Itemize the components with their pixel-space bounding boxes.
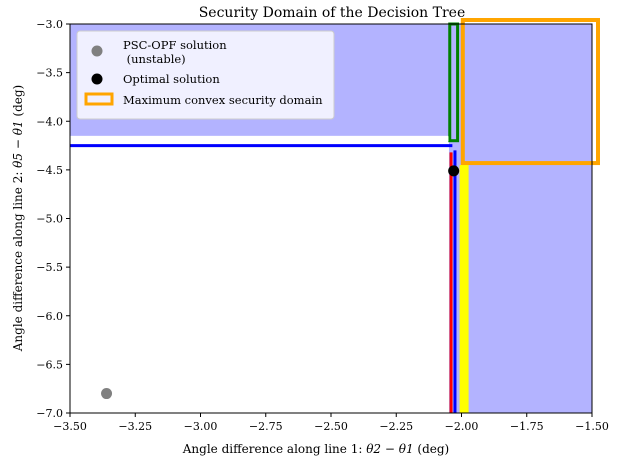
y-tick-label: −7.0 — [36, 407, 63, 420]
y-axis-label: Angle difference along line 2: θ5 − θ1 (… — [11, 85, 25, 353]
x-tick-label: −3.00 — [184, 420, 218, 433]
point-0 — [101, 388, 113, 400]
point-1 — [448, 165, 460, 177]
legend-label-psc-opf-line1: PSC-OPF solution — [123, 38, 227, 52]
legend-label-convex-domain: Maximum convex security domain — [123, 93, 323, 107]
chart-title: Security Domain of the Decision Tree — [199, 5, 466, 21]
y-axis-label-prefix: Angle difference along line 2: — [11, 168, 25, 352]
y-tick-label: −6.0 — [36, 310, 63, 323]
secure-region-1 — [448, 24, 592, 413]
y-tick-label: −3.0 — [36, 18, 63, 31]
x-tick-label: −2.75 — [249, 420, 283, 433]
legend: PSC-OPF solution (unstable) Optimal solu… — [76, 30, 335, 120]
x-tick-label: −1.50 — [575, 420, 609, 433]
legend-marker-convex-domain — [84, 92, 114, 106]
x-tick-label: −2.50 — [314, 420, 348, 433]
legend-label-psc-opf-line2: (unstable) — [123, 52, 186, 66]
boundary-lines — [70, 22, 469, 413]
x-axis-ticks: −3.50 −3.25 −3.00 −2.75 −2.50 −2.25 −2.00 −1.75… — [53, 413, 609, 433]
x-axis-label-prefix: Angle difference along line 1: — [182, 442, 366, 456]
y-tick-label: −5.5 — [36, 261, 63, 274]
convex-domain-rect — [460, 18, 600, 166]
y-tick-label: −4.0 — [36, 115, 63, 128]
x-tick-label: −3.50 — [53, 420, 87, 433]
y-axis-label-suffix: (deg) — [11, 85, 25, 121]
x-tick-label: −2.25 — [379, 420, 413, 433]
x-tick-label: −2.00 — [445, 420, 479, 433]
data-points — [101, 165, 460, 400]
y-tick-label: −6.5 — [36, 358, 63, 371]
y-axis-label-math: θ5 − θ1 — [11, 120, 25, 167]
legend-label-optimal: Optimal solution — [123, 72, 220, 86]
x-tick-label: −3.25 — [118, 420, 152, 433]
legend-box — [76, 30, 335, 120]
x-axis-label-suffix: (deg) — [414, 442, 450, 456]
y-tick-label: −5.0 — [36, 213, 63, 226]
x-tick-label: −1.75 — [510, 420, 544, 433]
legend-marker-psc-opf — [91, 45, 103, 57]
x-axis-label: Angle difference along line 1: θ2 − θ1 (… — [182, 442, 450, 456]
legend-marker-optimal — [91, 73, 103, 85]
y-axis-ticks: −7.0 −6.5 −6.0 −5.5 −5.0 −4.5 −4.0 −3.5 −3.0 — [36, 18, 70, 420]
y-tick-label: −4.5 — [36, 164, 63, 177]
x-axis-label-math: θ2 − θ1 — [366, 442, 413, 456]
y-tick-label: −3.5 — [36, 67, 63, 80]
